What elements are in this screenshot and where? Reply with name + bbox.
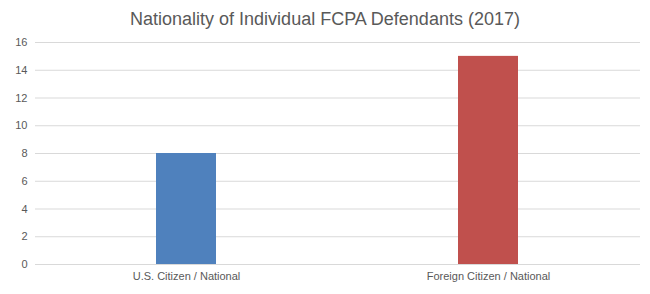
svg-text:16: 16 xyxy=(15,36,27,48)
svg-text:0: 0 xyxy=(21,258,27,270)
svg-text:6: 6 xyxy=(21,175,27,187)
svg-text:12: 12 xyxy=(15,92,27,104)
svg-text:U.S. Citizen / National: U.S. Citizen / National xyxy=(133,270,241,282)
svg-text:2: 2 xyxy=(21,230,27,242)
html-text:Nationality of Individual FCPA: Nationality of Individual FCPA Defendant… xyxy=(130,9,520,29)
svg-text:10: 10 xyxy=(15,119,27,131)
svg-text:4: 4 xyxy=(21,203,27,215)
svg-text:14: 14 xyxy=(15,64,27,76)
svg-text:8: 8 xyxy=(21,147,27,159)
svg-text:Foreign Citizen / National: Foreign Citizen / National xyxy=(427,270,551,282)
